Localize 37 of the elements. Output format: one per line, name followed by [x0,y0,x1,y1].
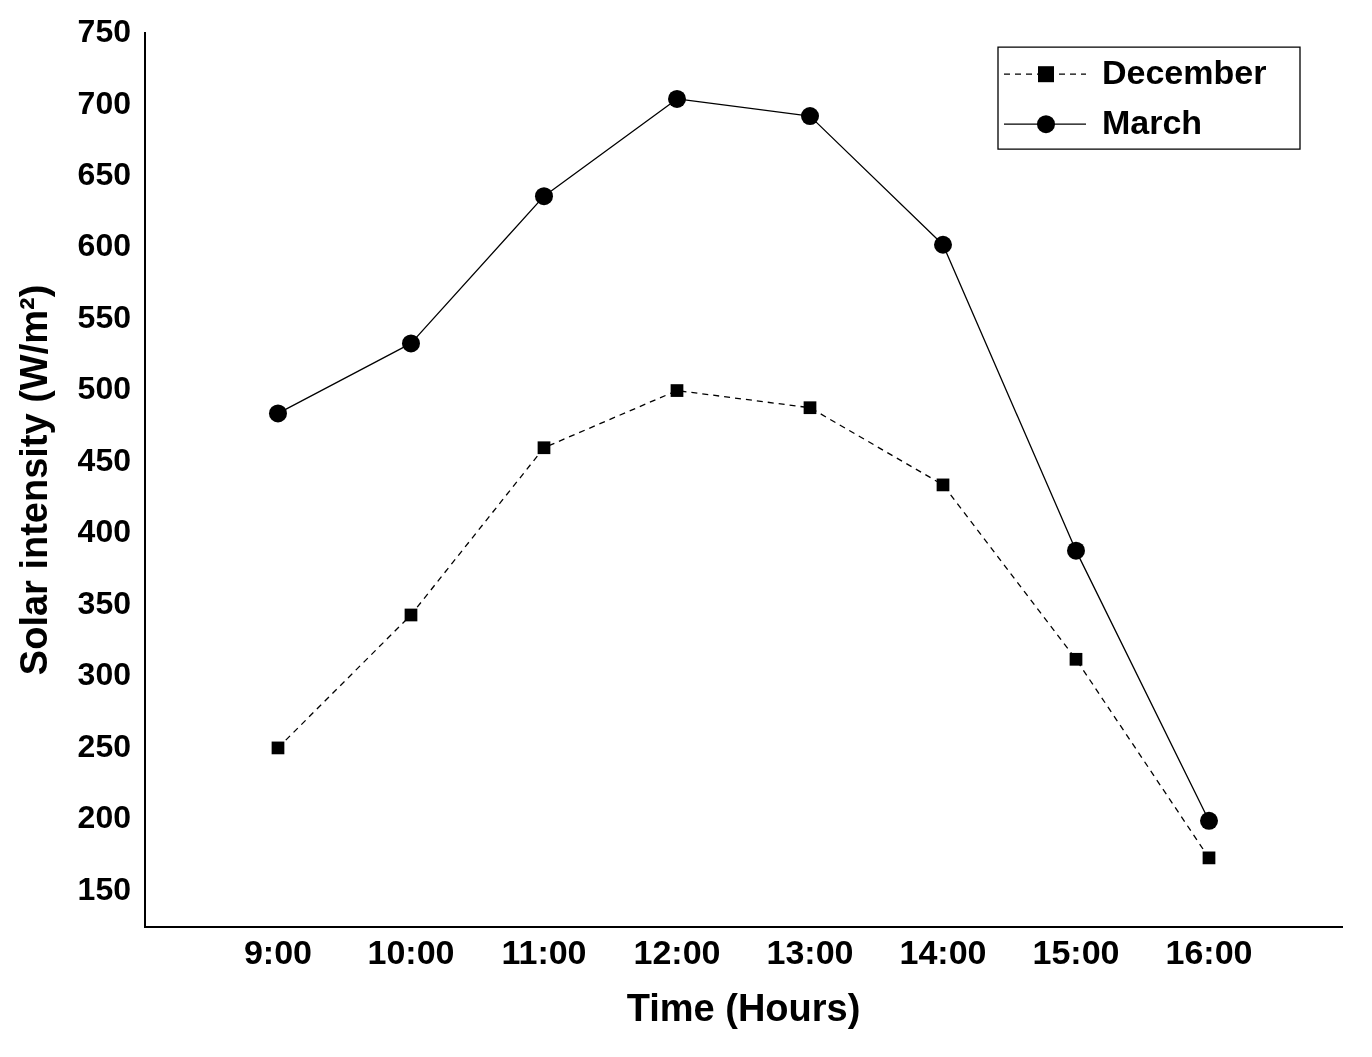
x-tick-label: 14:00 [899,933,987,972]
point [534,187,553,206]
point [803,401,817,415]
y-tick-label: 750 [77,13,131,50]
y-tick-label: 550 [77,298,131,335]
y-tick-label: 450 [77,441,131,478]
point [537,441,551,455]
point [668,89,686,108]
point [401,334,420,353]
y-tick-label: 200 [77,799,131,836]
y-tick-label: 500 [77,370,131,407]
y-axis-title: Solar intensity (W/m²) [13,284,56,676]
legend-label: December [1102,52,1267,91]
y-tick-label: 400 [77,513,131,550]
x-tick-label: 11:00 [501,933,587,972]
point [1200,811,1218,830]
y-tick-label: 350 [77,584,131,621]
point [670,384,684,397]
point [801,107,819,126]
x-tick-label: 9:00 [243,933,313,972]
y-tick-label: 300 [77,656,131,693]
x-tick-label: 10:00 [367,933,455,972]
x-tick-label: 12:00 [633,933,721,972]
x-tick-label: 13:00 [766,933,854,972]
x-tick-label: 16:00 [1165,933,1253,972]
y-tick-label: 600 [77,227,131,264]
y-tick-label: 700 [77,84,131,121]
x-tick-label: 15:00 [1032,933,1120,972]
legend-label: March [1102,102,1203,141]
point [268,404,287,423]
point [934,235,952,254]
point [1069,652,1083,666]
point [1067,541,1085,560]
x-axis-title: Time (Hours) [626,986,861,1029]
y-tick-label: 250 [77,727,131,764]
y-tick-label: 150 [77,870,131,907]
y-tick-label: 650 [77,155,131,192]
